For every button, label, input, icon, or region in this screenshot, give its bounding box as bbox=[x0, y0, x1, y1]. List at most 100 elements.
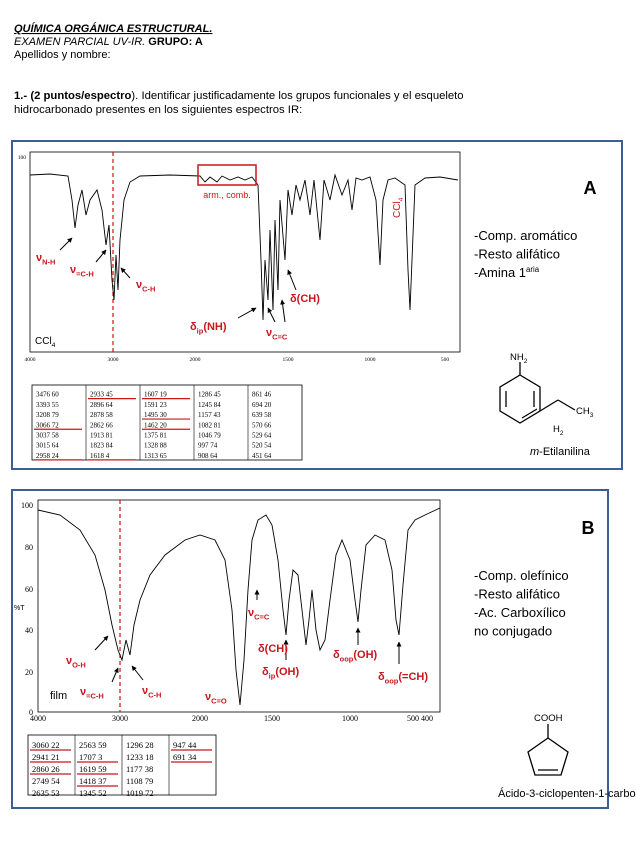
x-tick-label: 3000 bbox=[108, 357, 119, 363]
title: QUÍMICA ORGÁNICA ESTRUCTURAL. bbox=[14, 22, 212, 35]
y-tick-label: 0 bbox=[29, 708, 33, 717]
y-tick-label: 60 bbox=[25, 585, 33, 594]
x-tick-label: 3000 bbox=[112, 714, 128, 723]
table-cell: 1046 79 bbox=[198, 431, 221, 439]
atom-label: NH2 bbox=[510, 352, 528, 365]
main-part: Ácido-3-ciclopenten-1-carboxílico bbox=[498, 787, 636, 800]
exam-line: EXAMEN PARCIAL UV-IR. GRUPO: A bbox=[14, 36, 203, 48]
main-part: no conjugado bbox=[474, 624, 552, 639]
band-annotation: νC=C bbox=[248, 607, 270, 621]
table-cell: 1157 43 bbox=[198, 411, 221, 419]
subscript: C=C bbox=[254, 612, 270, 621]
table-cell: 1108 79 bbox=[126, 776, 153, 786]
main-part: ν bbox=[80, 686, 86, 698]
main-part: -Comp. olefínico bbox=[474, 568, 569, 583]
main-part: ν bbox=[205, 691, 211, 703]
main-part: -Amina 1 bbox=[474, 265, 526, 280]
x-tick-label: 1500 bbox=[283, 357, 294, 363]
arrow bbox=[111, 667, 119, 683]
table-cell: 1418 37 bbox=[79, 776, 107, 786]
spectrum-trace bbox=[37, 507, 441, 706]
y-tick-label: 100 bbox=[21, 501, 33, 510]
table-cell: 1618 4 bbox=[90, 452, 110, 460]
feature: no conjugado bbox=[474, 624, 552, 639]
table-cell: 1177 38 bbox=[126, 764, 153, 774]
table-cell: 529 64 bbox=[252, 431, 272, 439]
table-cell: 3476 60 bbox=[36, 391, 59, 399]
table-cell: 1286 45 bbox=[198, 391, 221, 399]
band-annotation: δip(NH) bbox=[190, 321, 227, 335]
main-part: -Ac. Carboxílico bbox=[474, 605, 566, 620]
table-cell: 570 66 bbox=[252, 421, 272, 429]
band-annotation: δ(CH) bbox=[258, 643, 288, 655]
feature: -Comp. aromático bbox=[474, 228, 577, 243]
question-line: 1.- (2 puntos/espectro). Identificar jus… bbox=[14, 90, 464, 102]
table-cell: 1313 65 bbox=[144, 452, 167, 460]
table-cell: 3037 58 bbox=[36, 431, 59, 439]
x-tick-label: 1500 bbox=[264, 714, 280, 723]
table-cell: 1462 20 bbox=[144, 421, 167, 429]
main-part: ν bbox=[36, 252, 42, 264]
spectrum-trace bbox=[29, 173, 459, 321]
table-cell: 1019 72 bbox=[126, 788, 154, 798]
table-cell: 1607 19 bbox=[144, 391, 167, 399]
table-cell: 3066 72 bbox=[36, 421, 59, 429]
subscript: C-H bbox=[142, 284, 155, 293]
table-cell: 1082 81 bbox=[198, 421, 221, 429]
molecule-name: m-Etilanilina bbox=[530, 446, 591, 458]
main-part: -Comp. aromático bbox=[474, 228, 577, 243]
y-tick-label: 40 bbox=[25, 626, 33, 635]
main-part: ν bbox=[70, 264, 76, 276]
band-annotation: δ(CH) bbox=[290, 293, 320, 305]
band-annotation: νC-H bbox=[142, 685, 161, 699]
after-part: (OH) bbox=[353, 649, 377, 661]
molecule-structure bbox=[527, 724, 569, 776]
question-number: 1.- ( bbox=[14, 90, 34, 102]
band-annotation: δoop(OH) bbox=[333, 649, 378, 663]
x-tick-label: 2000 bbox=[190, 357, 201, 363]
group: GRUPO: A bbox=[148, 36, 203, 48]
y-axis-label: %T bbox=[14, 605, 25, 612]
table-cell: 2563 59 bbox=[79, 740, 107, 750]
main-part: H bbox=[553, 424, 560, 435]
x-tick-label: 4000 bbox=[30, 714, 46, 723]
band-annotation: ν=C-H bbox=[70, 264, 94, 278]
x-tick-label: 4000 bbox=[25, 357, 36, 363]
subscript: 4 bbox=[52, 342, 56, 349]
table-cell: 2896 64 bbox=[90, 401, 113, 409]
main-part: δ bbox=[378, 671, 385, 683]
main-part: δ(CH) bbox=[258, 643, 288, 655]
main-part: δ bbox=[333, 649, 340, 661]
italic-part: m bbox=[530, 446, 539, 458]
main-part: CH bbox=[576, 406, 590, 417]
band-box bbox=[197, 164, 257, 186]
table-cell: 3015 64 bbox=[36, 442, 59, 450]
plot-frame bbox=[37, 499, 441, 713]
subscript: 2 bbox=[560, 430, 564, 437]
table-cell: 2862 66 bbox=[90, 421, 113, 429]
feature: -Comp. olefínico bbox=[474, 568, 569, 583]
main-part: ν bbox=[248, 607, 254, 619]
table-cell: 2958 24 bbox=[36, 452, 59, 460]
arrow bbox=[287, 269, 297, 291]
subscript: ip bbox=[197, 326, 204, 335]
x-tick-label: 1000 bbox=[365, 357, 376, 363]
subscript: 4 bbox=[398, 197, 405, 201]
question-text: ). Identificar justificadamente los grup… bbox=[131, 90, 463, 102]
arrows bbox=[59, 237, 297, 323]
spectrum-letter: B bbox=[582, 518, 595, 538]
main-part: ν bbox=[136, 279, 142, 291]
question-points: 2 puntos/espectro bbox=[34, 90, 131, 102]
band-annotation: νC-H bbox=[136, 279, 155, 293]
feature: -Resto alifático bbox=[474, 587, 560, 602]
subscript: O-H bbox=[72, 660, 86, 669]
band-annotation: νO-H bbox=[66, 655, 86, 669]
main-part: -Resto alifático bbox=[474, 587, 560, 602]
question-line: hidrocarbonado presentes en los siguient… bbox=[14, 104, 302, 116]
table-cell: 451 64 bbox=[252, 452, 272, 460]
arrow bbox=[95, 249, 107, 263]
table-cell: 2635 53 bbox=[32, 788, 60, 798]
subscript: 3 bbox=[590, 412, 594, 419]
x-tick-label: 500 400 bbox=[407, 714, 433, 723]
